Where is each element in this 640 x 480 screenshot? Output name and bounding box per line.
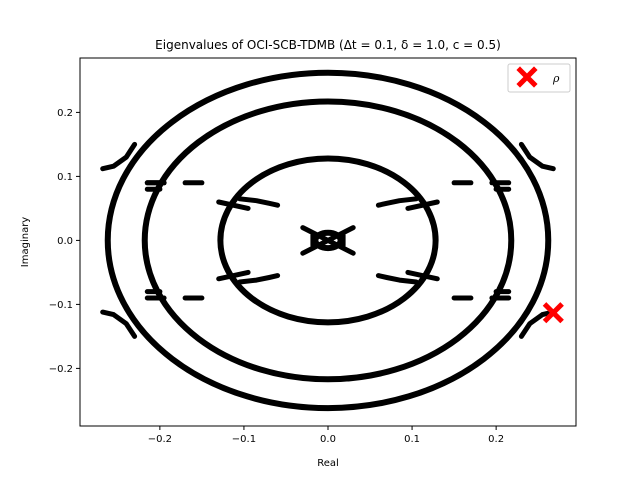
eigenvalue-branch-24 <box>375 273 419 285</box>
eigenvalue-branch-21 <box>237 196 281 208</box>
eigenvalue-branch-3 <box>518 309 556 339</box>
y-tick-label-2: 0.0 <box>57 236 73 247</box>
eigenvalue-branch-13 <box>216 199 251 211</box>
eigenvalue-ring-2 <box>217 155 439 326</box>
x-tick-label-0: −0.2 <box>148 434 172 445</box>
legend-x-icon-stroke-b <box>516 66 538 88</box>
rho-marker-0-stroke-b <box>542 302 564 324</box>
eigenvalue-branch-15 <box>405 199 440 211</box>
rho-marker-0 <box>542 302 564 324</box>
plot-area <box>100 69 564 412</box>
y-tick-label-3: 0.1 <box>57 172 73 183</box>
eigenvalue-ring-1 <box>141 98 515 383</box>
x-tick-label-4: 0.2 <box>488 434 504 445</box>
eigenvalue-branch-16 <box>405 269 440 282</box>
y-tick-label-1: −0.1 <box>49 300 73 311</box>
chart-title: Eigenvalues of OCI-SCB-TDMB (Δt = 0.1, δ… <box>155 38 501 52</box>
eigenvalue-branch-23 <box>375 196 419 208</box>
eigenvalue-branch-14 <box>216 269 251 282</box>
y-tick-label-0: −0.2 <box>49 364 73 375</box>
x-tick-label-2: 0.0 <box>320 434 336 445</box>
x-tick-label-3: 0.1 <box>404 434 420 445</box>
legend: ρ <box>507 63 571 93</box>
eigenvalue-ring-0 <box>104 69 552 412</box>
eigenvalue-branch-2 <box>518 141 556 172</box>
eigenvalue-branch-1 <box>100 309 138 339</box>
axes: −0.2 −0.1 0.0 0.1 0.2 −0.2 −0.1 0.0 0.1 0.2 <box>49 57 577 445</box>
legend-label-rho: ρ <box>552 72 560 85</box>
eigenvalue-branch-0 <box>100 141 138 172</box>
legend-x-icon <box>516 66 538 88</box>
x-tick-label-1: −0.1 <box>232 434 256 445</box>
x-axis-label: Real <box>317 458 339 469</box>
legend-marker-x-icon <box>516 66 538 88</box>
legend-box <box>507 63 571 93</box>
y-tick-label-4: 0.2 <box>57 108 73 119</box>
y-axis-label: Imaginary <box>20 217 31 268</box>
eigenvalue-branch-26 <box>300 225 356 256</box>
eigenvalue-branch-22 <box>237 273 281 285</box>
